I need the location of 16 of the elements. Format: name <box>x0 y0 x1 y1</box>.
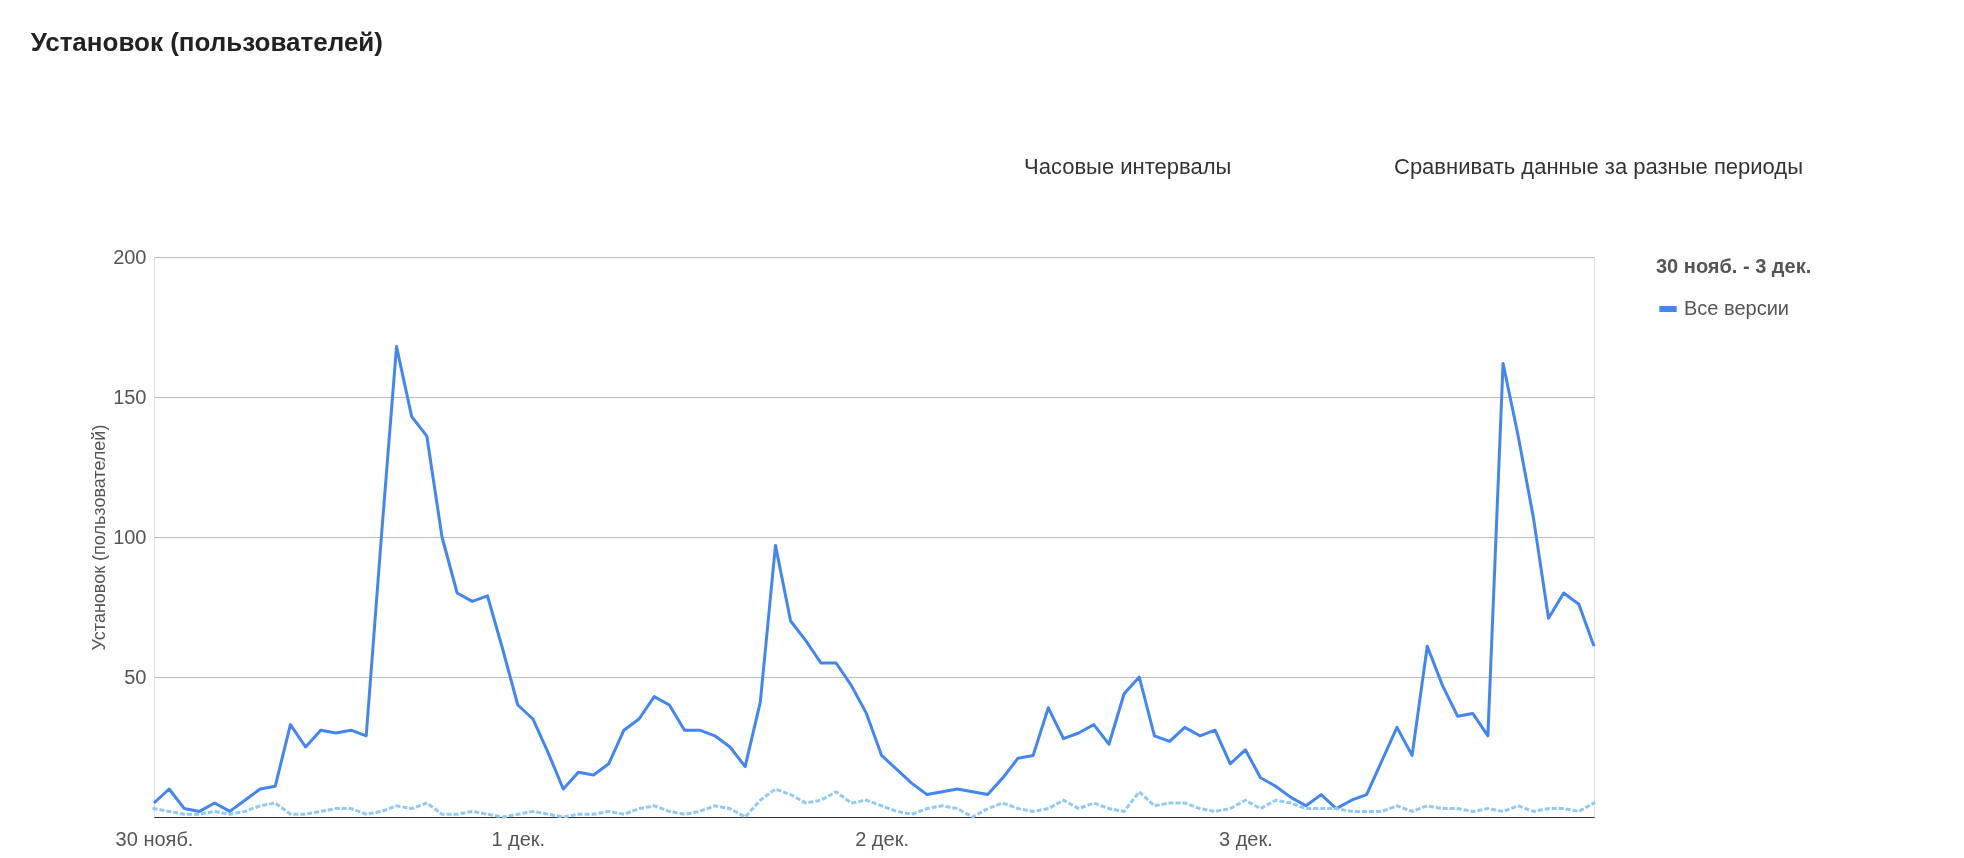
y-tick-label: 150 <box>113 385 147 408</box>
x-tick-label: 3 дек. <box>1218 827 1273 850</box>
x-tick-label: 2 дек. <box>855 827 909 850</box>
x-tick-label: 30 нояб. <box>115 827 194 850</box>
chart-title: Установок (пользователей) <box>30 27 383 57</box>
y-tick-label: 200 <box>113 245 147 268</box>
text: Часовые интервалы <box>1024 154 1232 179</box>
legend-title: 30 нояб. - 3 дек. <box>1656 255 1812 277</box>
y-axis-title: Установок (пользователей) <box>89 424 110 651</box>
legend-label: Все версии <box>1684 297 1790 319</box>
x-tick-label: 1 дек. <box>491 827 546 850</box>
y-tick-label: 100 <box>113 525 147 548</box>
text: Сравнивать данные за разные периоды <box>1394 154 1803 179</box>
line-series <box>152 787 1596 819</box>
y-tick-label: 50 <box>124 665 147 688</box>
line-series <box>152 345 1596 813</box>
